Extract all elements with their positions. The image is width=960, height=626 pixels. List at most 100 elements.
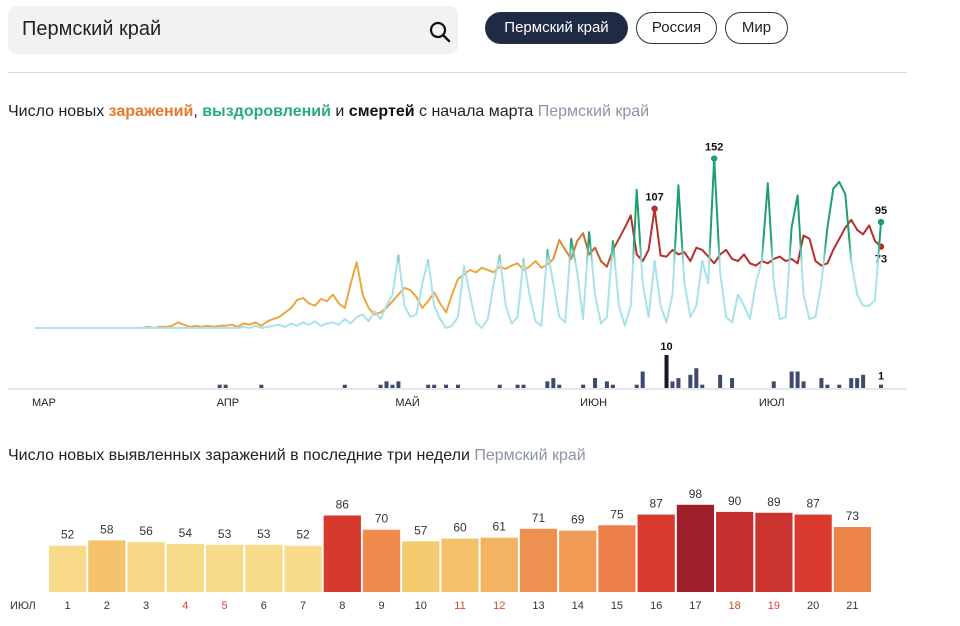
data-label: 98 (689, 487, 703, 501)
data-label: 73 (875, 254, 887, 266)
death-bar (557, 384, 562, 388)
subtitle: Пермский край (537, 103, 650, 120)
death-bar (700, 384, 705, 388)
region-button[interactable]: Россия (636, 12, 717, 44)
bar (49, 545, 87, 592)
point-marker (710, 155, 718, 162)
bar (362, 529, 401, 592)
x-tick-label: 15 (611, 600, 623, 612)
death-bar (593, 378, 598, 388)
title-part: с начала марта (414, 103, 534, 120)
data-label: 57 (414, 523, 428, 537)
search-box[interactable]: Пермский край (8, 6, 458, 54)
death-bar (789, 371, 794, 388)
bar (127, 542, 165, 592)
x-tick-label: МАЙ (395, 396, 419, 409)
x-tick-label: 12 (493, 600, 505, 612)
region-button[interactable]: Пермский край (485, 12, 628, 44)
x-axis-label: ИЮЛ (10, 600, 36, 612)
death-bar (718, 374, 723, 388)
data-label: 1 (878, 371, 884, 383)
death-bar (456, 384, 460, 388)
bar (88, 540, 126, 592)
x-tick-label: 16 (650, 600, 662, 612)
death-bar (444, 384, 449, 388)
data-label: 53 (218, 527, 232, 541)
death-bar (855, 378, 860, 388)
bar (519, 528, 558, 592)
bar (755, 512, 793, 592)
bar (833, 527, 871, 592)
chart-title: Число новых заражений, выздоровлений и с… (8, 103, 649, 121)
title-part: , (193, 103, 203, 120)
death-bar (676, 378, 681, 388)
data-label: 95 (875, 205, 887, 217)
bar (480, 537, 518, 592)
bar (598, 525, 636, 592)
x-tick-label: 5 (222, 600, 228, 612)
death-bar (521, 384, 526, 388)
bar (323, 515, 361, 592)
death-bar (581, 384, 586, 388)
data-label: 69 (571, 513, 585, 527)
x-tick-label: 13 (532, 600, 544, 612)
death-bar (426, 384, 431, 388)
death-bar (634, 384, 639, 388)
death-bar (801, 381, 806, 388)
data-label: 87 (806, 497, 820, 511)
death-bar (849, 378, 854, 388)
death-bar (551, 378, 556, 388)
death-bar (694, 368, 699, 388)
death-bar (604, 381, 609, 388)
death-bar (610, 384, 615, 388)
data-label: 87 (650, 497, 664, 511)
death-bar (664, 355, 669, 388)
series-line (35, 157, 882, 329)
data-label: 52 (296, 528, 310, 542)
title-text: Число новых выявленных заражений в после… (8, 447, 470, 464)
x-tick-label: 2 (104, 600, 110, 612)
region-button[interactable]: Мир (725, 12, 788, 44)
data-label: 75 (610, 507, 624, 521)
death-bar (342, 384, 347, 388)
data-label: 53 (257, 527, 271, 541)
chart-title: Число новых выявленных заражений в после… (8, 447, 586, 465)
death-bar (217, 384, 222, 388)
search-icon[interactable] (428, 20, 452, 44)
bar (716, 511, 754, 592)
data-label: 71 (532, 511, 546, 525)
point-marker (877, 218, 885, 226)
death-bar (670, 381, 675, 388)
data-label: 86 (336, 497, 350, 511)
data-label: 89 (767, 495, 781, 509)
data-label: 107 (645, 192, 663, 204)
death-bar (390, 384, 395, 388)
x-tick-label: 20 (807, 600, 819, 612)
series-line (35, 207, 882, 329)
death-bar (384, 381, 389, 388)
death-bar (223, 384, 228, 388)
death-bar (861, 374, 866, 388)
death-bar (879, 384, 883, 388)
divider (8, 72, 907, 73)
x-tick-label: 17 (689, 600, 701, 612)
data-label: 10 (660, 341, 672, 353)
death-bar (771, 381, 776, 388)
data-label: 58 (100, 522, 114, 536)
data-label: 152 (705, 142, 723, 154)
death-bar (378, 384, 383, 388)
x-tick-label: 6 (261, 600, 267, 612)
x-tick-label: 10 (415, 600, 427, 612)
point-marker (651, 205, 658, 212)
data-label: 73 (846, 509, 860, 523)
data-label: 54 (179, 526, 193, 540)
death-bar (640, 371, 645, 388)
data-label: 61 (493, 520, 507, 534)
data-label: 52 (61, 528, 75, 542)
title-part: Число новых (8, 103, 109, 120)
death-bar (497, 384, 502, 388)
data-label: 90 (728, 494, 742, 508)
x-tick-label: 4 (182, 600, 188, 612)
